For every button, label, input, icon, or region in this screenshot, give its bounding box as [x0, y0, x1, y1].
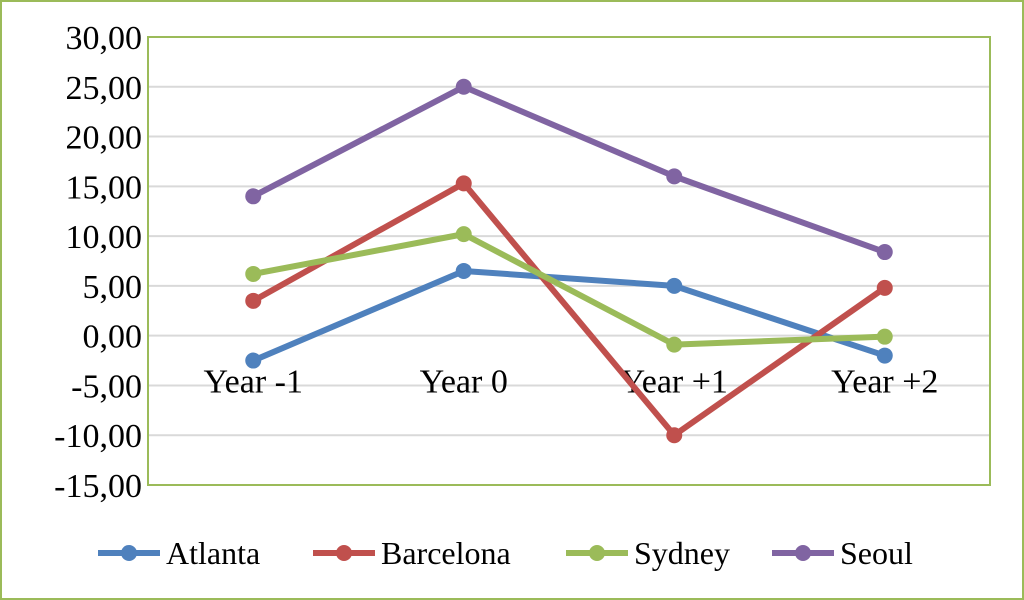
legend: Atlanta Barcelona Sydney Seoul [98, 535, 913, 571]
data-point-atlanta [455, 262, 472, 279]
data-point-barcelona [876, 279, 893, 296]
data-point-sydney [666, 336, 683, 353]
legend-item-seoul: Seoul [772, 535, 913, 571]
y-tick-label: 20,00 [66, 120, 143, 157]
data-point-seoul [245, 188, 262, 205]
plot-area [147, 36, 991, 486]
y-tick-label: 0,00 [83, 319, 143, 356]
data-point-barcelona [245, 292, 262, 309]
series-line-atlanta [250, 267, 888, 364]
y-tick-label: -15,00 [54, 468, 142, 505]
series-line-seoul [250, 83, 888, 256]
y-tick-label: 10,00 [66, 219, 143, 256]
gridlines [148, 36, 990, 486]
series-line-sydney [250, 231, 888, 348]
y-tick-label: -5,00 [71, 368, 142, 405]
data-point-sydney [876, 328, 893, 345]
y-tick-label: 15,00 [66, 169, 143, 206]
data-point-barcelona [666, 427, 683, 444]
data-point-barcelona [455, 175, 472, 192]
y-tick-label: -10,00 [54, 418, 142, 455]
data-point-atlanta [666, 277, 683, 294]
x-tick-label: Year +1 [621, 364, 728, 401]
data-point-sydney [455, 226, 472, 243]
data-point-atlanta [876, 347, 893, 364]
legend-item-sydney: Sydney [566, 535, 730, 571]
legend-item-atlanta: Atlanta [98, 535, 260, 571]
y-axis-tick-labels: -15,00 -10,00 -5,00 0,00 5,00 10,00 15,00 20,00… [54, 20, 142, 505]
legend-label: Seoul [840, 535, 913, 571]
series-sydney [245, 226, 893, 353]
series-line-barcelona [250, 180, 888, 439]
data-point-sydney [245, 265, 262, 282]
y-tick-label: 25,00 [66, 70, 143, 107]
legend-label: Sydney [634, 535, 730, 571]
data-point-seoul [666, 168, 683, 185]
x-tick-label: Year +2 [831, 364, 938, 401]
series-barcelona [245, 175, 893, 444]
series-atlanta [245, 262, 893, 369]
legend-item-barcelona: Barcelona [313, 535, 511, 571]
legend-marker [795, 545, 811, 561]
x-tick-label: Year 0 [420, 364, 508, 401]
series-layer [245, 78, 893, 444]
legend-label: Atlanta [166, 535, 260, 571]
data-point-seoul [876, 244, 893, 261]
x-tick-label: Year -1 [204, 364, 303, 401]
data-point-seoul [455, 78, 472, 95]
legend-marker [589, 545, 605, 561]
y-tick-label: 5,00 [83, 269, 143, 306]
legend-label: Barcelona [381, 535, 511, 571]
legend-marker [336, 545, 352, 561]
x-axis-tick-labels: Year -1 Year 0 Year +1 Year +2 [204, 364, 939, 401]
data-point-atlanta [245, 352, 262, 369]
legend-marker [121, 545, 137, 561]
y-tick-label: 30,00 [66, 20, 143, 57]
series-seoul [245, 78, 893, 261]
